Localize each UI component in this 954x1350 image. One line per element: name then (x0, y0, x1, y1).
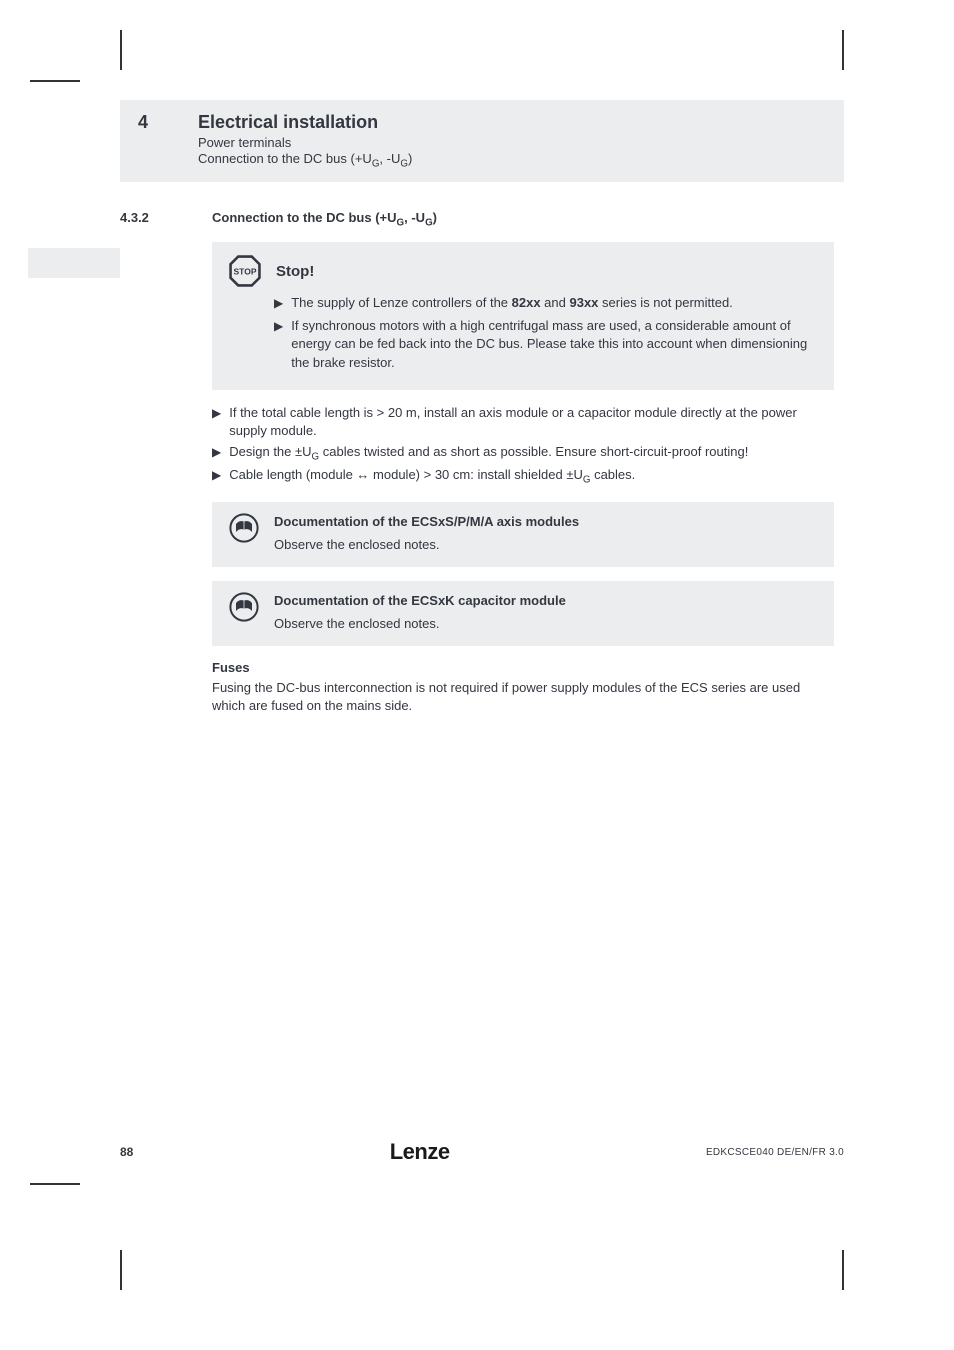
section-title: Power terminals (198, 135, 826, 150)
doc-box-body: Observe the enclosed notes. (274, 535, 818, 555)
bullet-text: The supply of Lenze controllers of the 8… (291, 294, 818, 312)
section-heading-text: Connection to the DC bus (+UG, -UG) (212, 210, 437, 229)
doc-id: EDKCSCE040 DE/EN/FR 3.0 (706, 1147, 844, 1158)
fuses-body: Fusing the DC-bus interconnection is not… (212, 679, 834, 716)
crop-mark (120, 30, 122, 70)
bullet-text: Cable length (module ↔ module) > 30 cm: … (229, 466, 834, 487)
svg-text:STOP: STOP (234, 267, 257, 277)
stop-bullet-list: ▶ The supply of Lenze controllers of the… (274, 294, 818, 372)
crop-mark (30, 1183, 80, 1185)
bullet-icon: ▶ (274, 317, 283, 372)
chapter-title: Electrical installation (198, 112, 826, 133)
book-icon (228, 591, 260, 623)
instruction-list: ▶ If the total cable length is > 20 m, i… (212, 404, 834, 488)
chapter-number: 4 (138, 112, 148, 133)
bullet-icon: ▶ (274, 294, 283, 312)
page-footer: 88 Lenze EDKCSCE040 DE/EN/FR 3.0 (120, 1139, 844, 1165)
list-item: ▶ Design the ±UG cables twisted and as s… (212, 443, 834, 464)
crop-mark (842, 30, 844, 70)
doc-box-title: Documentation of the ECSxS/P/M/A axis mo… (274, 512, 818, 532)
section-heading: 4.3.2 Connection to the DC bus (+UG, -UG… (212, 210, 834, 229)
crop-mark (120, 1250, 122, 1290)
documentation-box: Documentation of the ECSxK capacitor mod… (212, 581, 834, 646)
book-icon (228, 512, 260, 544)
stop-title: Stop! (276, 263, 314, 280)
lenze-logo: Lenze (390, 1139, 450, 1165)
list-item: ▶ The supply of Lenze controllers of the… (274, 294, 818, 312)
doc-box-body: Observe the enclosed notes. (274, 614, 818, 634)
bullet-text: Design the ±UG cables twisted and as sho… (229, 443, 834, 464)
page-number: 88 (120, 1145, 133, 1159)
bullet-icon: ▶ (212, 466, 221, 487)
doc-box-title: Documentation of the ECSxK capacitor mod… (274, 591, 818, 611)
crop-mark (30, 80, 80, 82)
subsection-title: Connection to the DC bus (+UG, -UG) (198, 151, 826, 170)
bullet-text: If synchronous motors with a high centri… (291, 317, 818, 372)
list-item: ▶ If the total cable length is > 20 m, i… (212, 404, 834, 441)
crop-mark (842, 1250, 844, 1290)
page-body: 4 Electrical installation Power terminal… (120, 100, 844, 716)
documentation-box: Documentation of the ECSxS/P/M/A axis mo… (212, 502, 834, 567)
bullet-text: If the total cable length is > 20 m, ins… (229, 404, 834, 441)
section-number: 4.3.2 (120, 210, 176, 229)
page-header: 4 Electrical installation Power terminal… (120, 100, 844, 182)
bullet-icon: ▶ (212, 404, 221, 441)
list-item: ▶ If synchronous motors with a high cent… (274, 317, 818, 372)
bullet-icon: ▶ (212, 443, 221, 464)
fuses-heading: Fuses (212, 660, 834, 675)
stop-warning-box: STOP Stop! ▶ The supply of Lenze control… (212, 242, 834, 390)
accent-bar (28, 248, 120, 278)
list-item: ▶ Cable length (module ↔ module) > 30 cm… (212, 466, 834, 487)
stop-icon: STOP (228, 254, 262, 288)
